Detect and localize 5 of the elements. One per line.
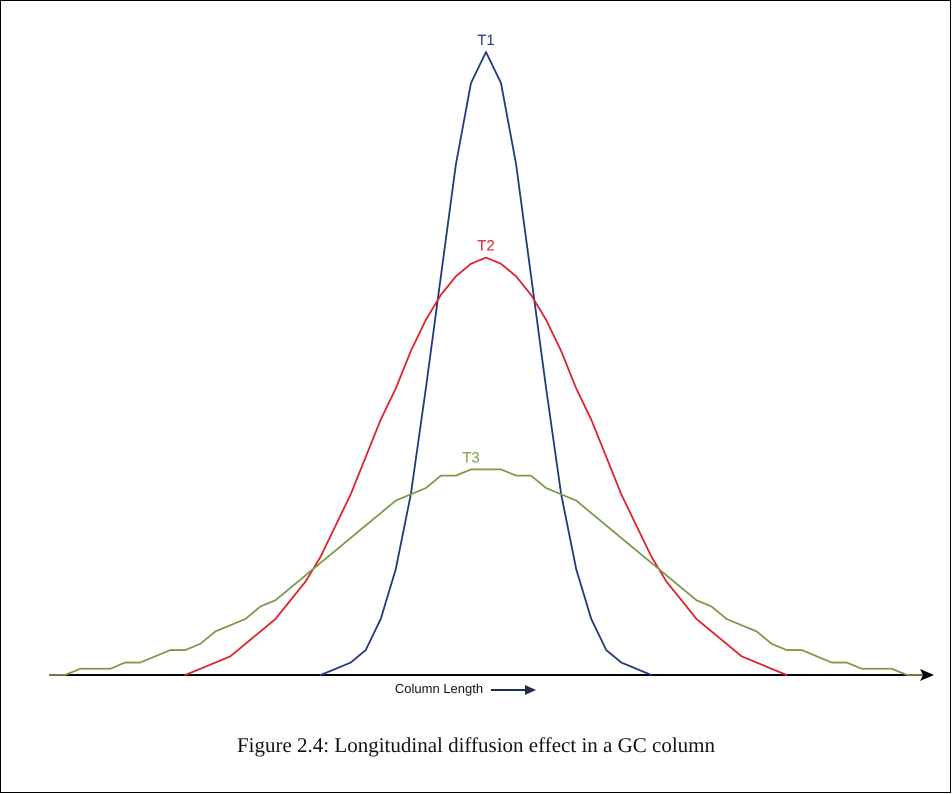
x-axis-title: Column Length bbox=[394, 681, 484, 696]
series-label: T2 bbox=[477, 238, 495, 255]
series-label: T3 bbox=[462, 449, 480, 466]
caption: Figure 2.4: Longitudinal diffusion effect in a GC column bbox=[236, 733, 716, 758]
series-label: T1 bbox=[477, 32, 495, 49]
